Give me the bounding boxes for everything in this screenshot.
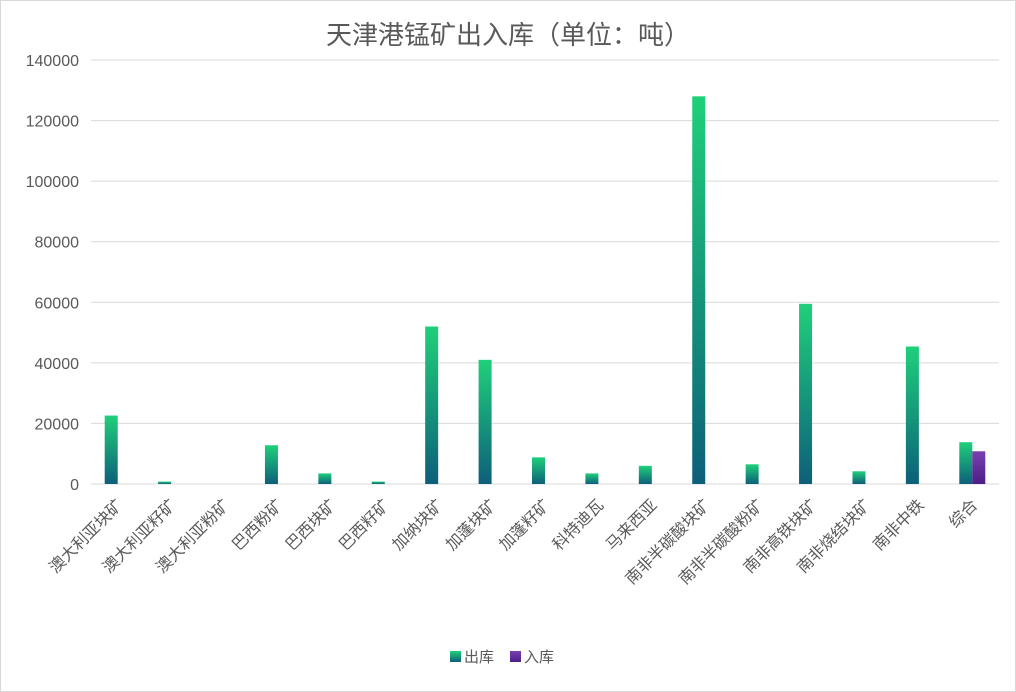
bar-outbound	[371, 481, 385, 484]
y-tick-label: 0	[70, 477, 79, 494]
bar-outbound	[478, 359, 492, 484]
legend-swatch	[510, 651, 521, 662]
legend-label: 出库	[464, 648, 494, 666]
y-tick-label: 100000	[26, 174, 79, 191]
y-tick-label: 20000	[35, 416, 80, 433]
y-tick-label: 120000	[26, 114, 79, 131]
x-category-label: 巴西块矿	[281, 495, 340, 554]
gridlines	[91, 59, 999, 485]
x-category-label: 加纳块矿	[388, 495, 447, 554]
bar-outbound	[158, 481, 172, 484]
bar-outbound	[905, 346, 919, 484]
y-tick-label: 60000	[35, 295, 80, 312]
y-tick-label: 140000	[26, 53, 79, 70]
bar-outbound	[692, 96, 706, 484]
legend-swatch	[450, 651, 461, 662]
x-category-label: 综合	[945, 495, 981, 531]
x-category-label: 科特迪瓦	[549, 495, 608, 554]
legend: 出库 入库	[450, 648, 554, 666]
x-category-label: 南非中铁	[869, 495, 928, 554]
bar-inbound	[972, 451, 986, 484]
bar-outbound	[585, 473, 599, 484]
y-tick-label: 80000	[35, 235, 80, 252]
x-category-label: 巴西籽矿	[335, 495, 394, 554]
x-category-label: 加蓬块矿	[442, 495, 501, 554]
bar-outbound	[532, 457, 545, 484]
bar-outbound	[799, 303, 813, 484]
x-category-label: 加蓬籽矿	[495, 495, 554, 554]
bars	[104, 96, 986, 484]
bar-outbound	[745, 464, 759, 484]
bar-outbound	[638, 465, 652, 484]
x-category-label: 巴西粉矿	[228, 495, 287, 554]
bar-outbound	[425, 326, 439, 484]
y-tick-label: 40000	[35, 356, 80, 373]
bar-outbound	[264, 445, 278, 484]
bar-outbound	[104, 415, 118, 484]
bar-outbound	[959, 442, 973, 484]
chart-title: 天津港锰矿出入库（单位：吨）	[326, 21, 690, 51]
bar-outbound	[318, 473, 332, 484]
bar-outbound	[852, 471, 866, 484]
x-axis-categories: 澳大利亚块矿澳大利亚籽矿澳大利亚粉矿巴西粉矿巴西块矿巴西籽矿加纳块矿加蓬块矿加蓬…	[45, 495, 981, 588]
legend-label: 入库	[524, 648, 554, 666]
y-axis-ticks: 0 20000 40000 60000 80000 100000 120000 140000	[26, 53, 79, 494]
